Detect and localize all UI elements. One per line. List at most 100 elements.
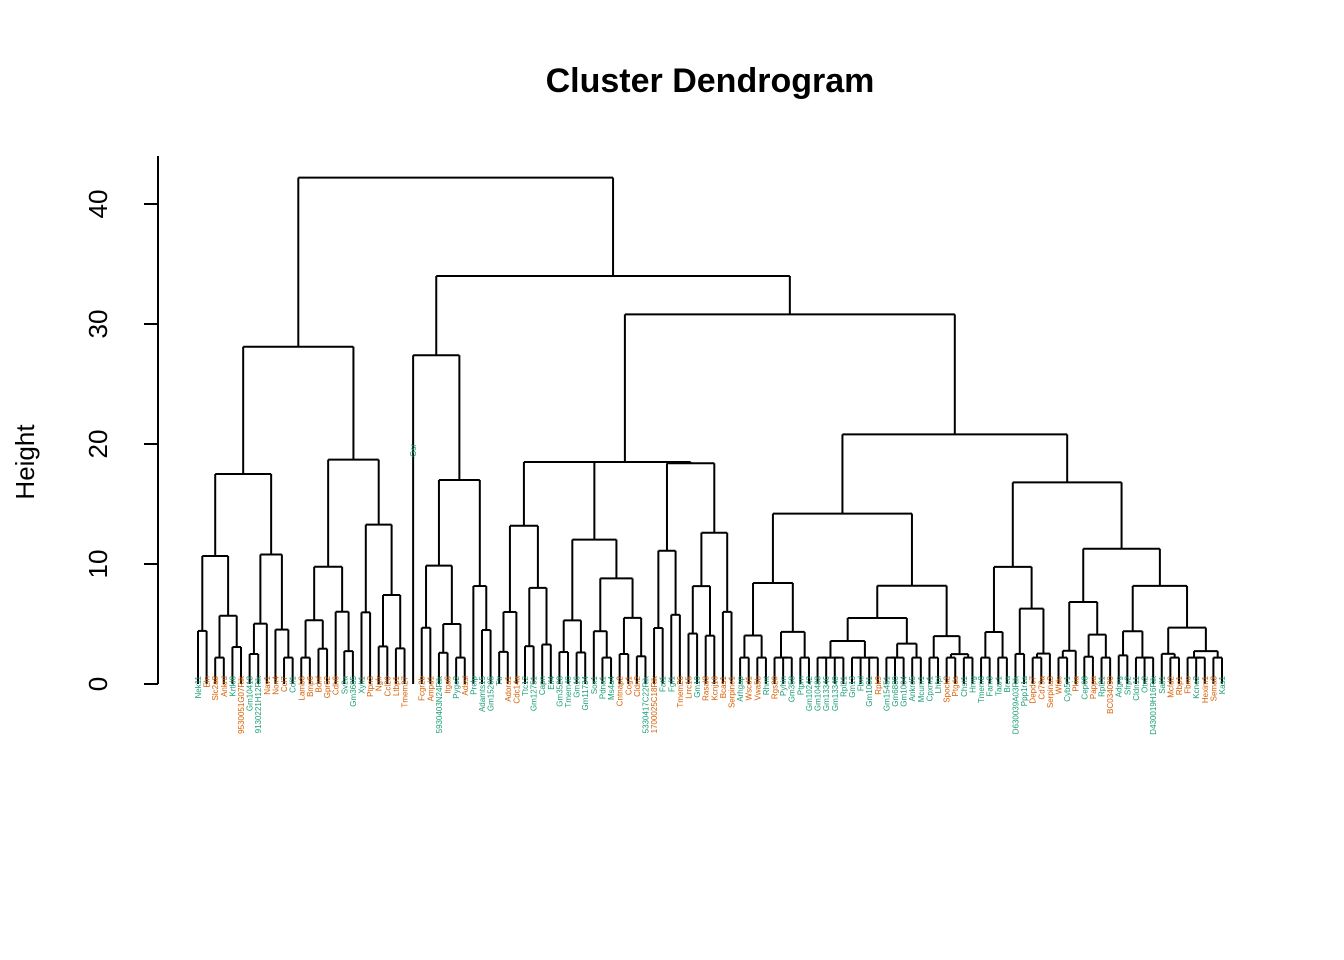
leaf-label: Vwa5b (753, 675, 762, 700)
leaf-label: Bmp6 (306, 675, 315, 696)
leaf-label: Ptgds (951, 676, 960, 696)
leaf-label: Cdc14a (512, 675, 521, 703)
leaf-label: Nav1 (263, 675, 272, 694)
leaf-label: Serpina3 (1046, 675, 1055, 708)
leaf-label: Cyb5r1 (1063, 675, 1072, 701)
leaf-label: Gm10413 (246, 675, 255, 711)
leaf-label: Hexim1 (1201, 675, 1210, 703)
leaf-label: Depdc7 (1029, 675, 1038, 703)
leaf-label: Gm10 (693, 675, 702, 697)
leaf-label: Fbxl (857, 676, 866, 691)
leaf-label: Gm3685 (349, 675, 358, 706)
leaf-label: Gm12751 (530, 675, 539, 711)
leaf-label: Pygo2 (452, 675, 461, 698)
leaf-label: Gm15265 (487, 675, 496, 711)
leaf-label: Cd79a (1037, 675, 1046, 699)
leaf-label: Capn (538, 676, 547, 695)
leaf-label: Ankrd (220, 676, 229, 697)
leaf-label: Brca (1003, 675, 1012, 692)
leaf-label: Cldn2 (633, 675, 642, 696)
leaf-label: 5330417C22Rik (641, 675, 650, 733)
leaf-label: Rasal3 (702, 675, 711, 700)
leaf-label: Gm358 (788, 675, 797, 702)
leaf-label: Ccl7 (280, 675, 289, 692)
leaf-label: Spock2 (943, 675, 952, 702)
leaf-label: Ppp1r1a (1020, 675, 1029, 706)
leaf-label: Cdf1 (289, 675, 298, 692)
leaf-label: Tmem27 (401, 675, 410, 707)
leaf-label: Adssl (461, 676, 470, 696)
leaf-label: Otx2 (1141, 675, 1150, 692)
leaf-label: Slc2a8 (211, 675, 220, 700)
leaf-label: Cpxm1 (925, 675, 934, 701)
leaf-label: Prelp (469, 675, 478, 694)
leaf-label: Ankrd5 (908, 675, 917, 701)
leaf-label: 1700025C18Rik (650, 675, 659, 733)
y-tick-label: 40 (83, 190, 113, 219)
leaf-label: Adgrg (1115, 676, 1124, 697)
leaf-label: Chst1 (960, 675, 969, 696)
y-tick-label: 30 (83, 310, 113, 339)
leaf-label: Rgs20 (771, 675, 780, 699)
leaf-label: BC034090 (1106, 675, 1115, 713)
leaf-label: Ngfr (375, 676, 384, 691)
leaf-label: Gsr (409, 444, 418, 457)
leaf-label: Gm13340 (831, 675, 840, 711)
leaf-label: Ampd1 (426, 675, 435, 701)
leaf-label: Gm1004 (900, 675, 909, 706)
leaf-label: Cog1 (624, 675, 633, 695)
leaf-label: Wscd1 (745, 675, 754, 700)
leaf-label: Pyhin (779, 676, 788, 696)
leaf-label: Gm13 (848, 675, 857, 697)
leaf-label: Kas1 (1218, 675, 1227, 694)
leaf-label: Cldn11 (1132, 675, 1141, 700)
leaf-label: Taar1 (994, 675, 1003, 696)
leaf-label: Eif4 (547, 675, 556, 689)
leaf-label: Gm3528 (555, 675, 564, 706)
leaf-label: Gm6880 (891, 675, 900, 706)
leaf-label: Adamts15 (478, 675, 487, 712)
leaf-label: Rbp1 (1175, 675, 1184, 695)
leaf-label: Pkia (1072, 675, 1081, 691)
leaf-label: Eln (203, 676, 212, 688)
leaf-label: Hmg (968, 676, 977, 693)
leaf-label: Lrrc15 (684, 675, 693, 698)
y-axis-label: Height (10, 424, 40, 500)
leaf-label: Arhgap (736, 675, 745, 701)
leaf-label: Fam3 (986, 675, 995, 696)
leaf-label: Gpr62 (323, 675, 332, 698)
leaf-label: Rpl21 (839, 675, 848, 696)
leaf-label: Sall1 (1158, 675, 1167, 693)
leaf-label: Gm10242 (805, 675, 814, 711)
leaf-label: Bdnf (314, 675, 323, 692)
leaf-label: Gm16 (573, 675, 582, 697)
leaf-label: Pdna1 (598, 675, 607, 699)
leaf-label: Nek11 (194, 675, 203, 698)
leaf-label: Kcnj16 (710, 675, 719, 700)
leaf-label: Mcfd2 (1166, 675, 1175, 697)
leaf-label: 5930403N24Rik (435, 675, 444, 733)
leaf-labels: Nek11 Eln Slc2a8 Ankrd Krtkl6 9530051G07Rik Gm… (194, 444, 1227, 735)
leaf-label: Itga6 (444, 675, 453, 693)
leaf-label: Bcas1 (719, 675, 728, 698)
leaf-label: Lamb3 (297, 675, 306, 700)
leaf-label: D430019H16Rik (1149, 675, 1158, 735)
chart-title: Cluster Dendrogram (546, 62, 875, 100)
leaf-label: Gm11734 (581, 675, 590, 710)
leaf-label: Cep68 (1080, 675, 1089, 699)
y-tick-label: 0 (83, 677, 113, 691)
leaf-label: Kcne2 (1192, 675, 1201, 698)
leaf-label: Ptpn3 (366, 675, 375, 696)
leaf-label: Fbxo (1184, 675, 1193, 693)
leaf-label: Gm1001 (865, 675, 874, 706)
leaf-label: Gm15451 (882, 675, 891, 711)
leaf-label: Ptprn (796, 676, 805, 695)
leaf-label: Serpine1 (728, 675, 737, 708)
leaf-label: Cntnap2 (616, 675, 625, 706)
y-axis: 0 10 20 30 40 (83, 156, 159, 691)
leaf-label: Ltbp1 (392, 675, 401, 696)
leaf-label: Sfrp2 (1123, 675, 1132, 695)
leaf-label: Cdh6 (332, 675, 341, 695)
leaf-label: Tmem40 (564, 675, 573, 707)
